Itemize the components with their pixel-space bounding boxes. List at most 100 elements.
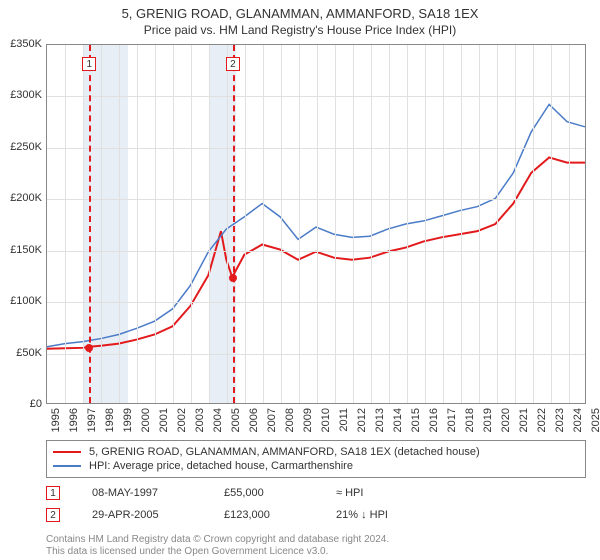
gridline-v	[281, 45, 282, 403]
gridline-v	[191, 45, 192, 403]
x-tick-label: 2011	[338, 408, 350, 432]
x-tick-label: 2022	[536, 408, 548, 432]
legend-label: 5, GRENIG ROAD, GLANAMMAN, AMMANFORD, SA…	[89, 446, 480, 458]
y-tick-label: £150K	[0, 244, 42, 256]
sale-marker-1: 1	[46, 486, 60, 500]
x-tick-label: 2010	[320, 408, 332, 432]
legend-swatch	[53, 451, 81, 453]
x-tick-label: 2018	[464, 408, 476, 432]
x-tick-label: 1998	[104, 408, 116, 432]
x-tick-label: 1996	[68, 408, 80, 432]
x-tick-label: 2025	[590, 408, 600, 432]
x-tick-label: 2020	[500, 408, 512, 432]
x-tick-label: 2001	[158, 408, 170, 432]
gridline-v	[389, 45, 390, 403]
x-tick-label: 1995	[50, 408, 62, 432]
y-tick-label: £200K	[0, 192, 42, 204]
gridline-v	[83, 45, 84, 403]
gridline-v	[443, 45, 444, 403]
legend-item: 5, GRENIG ROAD, GLANAMMAN, AMMANFORD, SA…	[53, 445, 579, 459]
sale-comparison-2: 21% ↓ HPI	[336, 509, 586, 521]
sale-date-1: 08-MAY-1997	[92, 487, 192, 499]
x-tick-label: 2019	[482, 408, 494, 432]
gridline-v	[317, 45, 318, 403]
sale-price-1: £55,000	[224, 487, 304, 499]
x-tick-label: 2021	[518, 408, 530, 432]
gridline-h	[47, 354, 585, 355]
gridline-v	[371, 45, 372, 403]
marker-box-1: 1	[82, 57, 96, 71]
sale-row-1: 1 08-MAY-1997 £55,000 ≈ HPI	[46, 486, 586, 500]
gridline-v	[263, 45, 264, 403]
sale-comparison-1: ≈ HPI	[336, 487, 586, 499]
gridline-v	[533, 45, 534, 403]
x-tick-label: 2004	[212, 408, 224, 432]
gridline-v	[353, 45, 354, 403]
marker-box-2: 2	[226, 57, 240, 71]
x-tick-label: 2014	[392, 408, 404, 432]
gridline-h	[47, 251, 585, 252]
x-tick-label: 2012	[356, 408, 368, 432]
x-tick-label: 1997	[86, 408, 98, 432]
gridline-h	[47, 199, 585, 200]
gridline-v	[515, 45, 516, 403]
sale-date-2: 29-APR-2005	[92, 509, 192, 521]
gridline-v	[299, 45, 300, 403]
x-tick-label: 2017	[446, 408, 458, 432]
x-tick-label: 2024	[572, 408, 584, 432]
x-tick-label: 2003	[194, 408, 206, 432]
gridline-v	[227, 45, 228, 403]
chart-subtitle: Price paid vs. HM Land Registry's House …	[0, 23, 600, 37]
gridline-v	[155, 45, 156, 403]
gridline-v	[335, 45, 336, 403]
sale-marker-circle	[229, 274, 237, 282]
gridline-v	[479, 45, 480, 403]
license-line-1: Contains HM Land Registry data © Crown c…	[46, 534, 586, 546]
legend-item: HPI: Average price, detached house, Carm…	[53, 459, 579, 473]
gridline-v	[497, 45, 498, 403]
gridline-h	[47, 302, 585, 303]
x-tick-label: 2008	[284, 408, 296, 432]
sale-marker-2: 2	[46, 508, 60, 522]
gridline-v	[101, 45, 102, 403]
sale-row-2: 2 29-APR-2005 £123,000 21% ↓ HPI	[46, 508, 586, 522]
gridline-v	[209, 45, 210, 403]
gridline-v	[119, 45, 120, 403]
gridline-v	[137, 45, 138, 403]
gridline-h	[47, 148, 585, 149]
x-tick-label: 2005	[230, 408, 242, 432]
x-tick-label: 2015	[410, 408, 422, 432]
y-tick-label: £350K	[0, 38, 42, 50]
chart-area: 12 £0£50K£100K£150K£200K£250K£300K£350K1…	[0, 44, 600, 434]
gridline-v	[425, 45, 426, 403]
gridline-v	[245, 45, 246, 403]
y-tick-label: £50K	[0, 347, 42, 359]
license-line-2: This data is licensed under the Open Gov…	[46, 546, 586, 558]
x-tick-label: 2009	[302, 408, 314, 432]
y-tick-label: £100K	[0, 295, 42, 307]
x-tick-label: 2000	[140, 408, 152, 432]
y-tick-label: £0	[0, 398, 42, 410]
gridline-v	[65, 45, 66, 403]
y-tick-label: £250K	[0, 141, 42, 153]
gridline-v	[461, 45, 462, 403]
gridline-v	[407, 45, 408, 403]
y-tick-label: £300K	[0, 89, 42, 101]
legend: 5, GRENIG ROAD, GLANAMMAN, AMMANFORD, SA…	[46, 440, 586, 478]
plot-region: 12	[46, 44, 586, 404]
legend-label: HPI: Average price, detached house, Carm…	[89, 460, 353, 472]
marker-vline	[233, 45, 235, 403]
sale-price-2: £123,000	[224, 509, 304, 521]
chart-title: 5, GRENIG ROAD, GLANAMMAN, AMMANFORD, SA…	[0, 6, 600, 21]
gridline-v	[173, 45, 174, 403]
x-tick-label: 2002	[176, 408, 188, 432]
license-text: Contains HM Land Registry data © Crown c…	[46, 534, 586, 558]
gridline-v	[569, 45, 570, 403]
legend-swatch	[53, 465, 81, 467]
x-tick-label: 2013	[374, 408, 386, 432]
gridline-h	[47, 96, 585, 97]
x-tick-label: 1999	[122, 408, 134, 432]
sale-marker-circle	[85, 344, 93, 352]
series-line-hpi	[47, 104, 585, 346]
x-tick-label: 2007	[266, 408, 278, 432]
